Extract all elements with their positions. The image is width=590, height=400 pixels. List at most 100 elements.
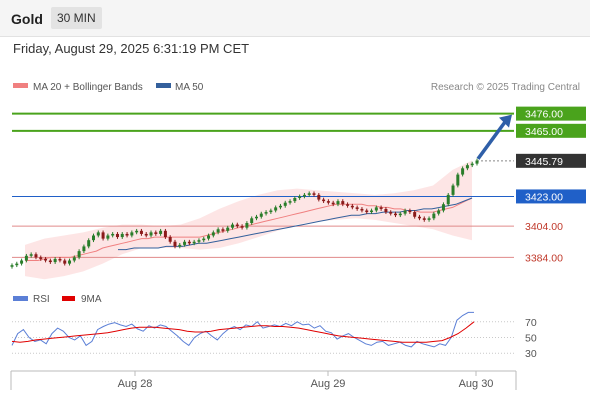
candle-body <box>187 241 191 244</box>
candle-body <box>139 230 143 234</box>
candle-body <box>68 260 72 264</box>
rsi-level-label: 70 <box>525 317 537 329</box>
candle-body <box>178 244 182 247</box>
level-label: 3404.00 <box>525 221 563 233</box>
candle-body <box>226 227 230 231</box>
candle-body <box>264 212 268 214</box>
candle-body <box>144 233 148 236</box>
candle-body <box>159 230 163 234</box>
ma50-legend-swatch <box>156 83 171 88</box>
ma20-legend-swatch <box>13 83 28 88</box>
ma50-legend-label: MA 50 <box>175 82 204 93</box>
candle-body <box>101 232 105 239</box>
candle-body <box>336 201 340 205</box>
timestamp: Friday, August 29, 2025 6:31:19 PM CET <box>13 41 250 56</box>
level-label: 3423.00 <box>525 191 563 203</box>
candle-body <box>154 232 158 234</box>
candle-body <box>125 233 129 236</box>
price-panel: 3476.00 3465.00 3445.79 3423.00 3404.00 3384.… <box>10 106 586 280</box>
bollinger-band <box>25 160 472 280</box>
candle-body <box>312 193 316 195</box>
candle-body <box>470 163 474 166</box>
candle-body <box>432 213 436 219</box>
candle-body <box>72 257 76 261</box>
candle-body <box>111 233 115 236</box>
ma20-legend-label: MA 20 + Bollinger Bands <box>33 82 143 93</box>
candle-body <box>63 260 67 264</box>
candle-body <box>394 213 398 216</box>
level-label-bg <box>516 106 586 121</box>
candle-body <box>34 254 38 258</box>
rsi-level-label: 30 <box>525 348 537 360</box>
candle-body <box>20 260 24 264</box>
candle-body <box>437 210 441 214</box>
chart-header: Gold 30 MIN <box>0 0 590 37</box>
level-label-bg <box>516 153 586 168</box>
candle-body <box>322 199 326 202</box>
candle-body <box>461 168 465 175</box>
candle-body <box>39 257 43 259</box>
candle-body <box>341 201 345 205</box>
x-tick-label: Aug 28 <box>118 378 153 390</box>
candle-body <box>259 213 263 217</box>
candle-body <box>317 194 321 200</box>
candle-body <box>389 212 393 214</box>
candle-body <box>53 258 57 263</box>
candle-body <box>350 205 354 208</box>
copyright-text: Research © 2025 Trading Central <box>431 82 580 93</box>
level-label: 3465.00 <box>525 126 563 138</box>
candle-body <box>451 185 455 195</box>
candle-body <box>192 241 196 244</box>
rsi-panel: RSI 9MA 70 50 30 <box>11 294 537 360</box>
candle-body <box>365 210 369 213</box>
candle-body <box>441 204 445 211</box>
candle-body <box>245 223 249 228</box>
candle-body <box>422 218 426 220</box>
candle-body <box>370 210 374 213</box>
candle-body <box>115 233 119 238</box>
symbol-title: Gold <box>11 11 43 27</box>
candle-body <box>173 241 177 247</box>
rsi-level-label: 50 <box>525 333 537 345</box>
rsi-legend-swatch <box>13 296 28 301</box>
candle-body <box>235 224 239 227</box>
candle-body <box>384 208 388 213</box>
candle-body <box>96 232 100 236</box>
candle-body <box>168 237 172 242</box>
x-tick-label: Aug 30 <box>459 378 494 390</box>
candle-body <box>15 263 19 266</box>
level-label: 3476.00 <box>525 109 563 121</box>
level-label: 3445.79 <box>525 156 563 168</box>
candle-body <box>379 207 383 209</box>
candle-body <box>106 235 110 239</box>
candle-body <box>216 229 220 233</box>
interval-button[interactable]: 30 MIN <box>51 7 102 29</box>
level-label-bg <box>516 123 586 138</box>
candle-body <box>24 255 28 261</box>
candle-body <box>456 174 460 186</box>
candle-body <box>29 254 33 256</box>
ma20-line <box>25 197 473 261</box>
candle-body <box>149 232 153 236</box>
ma50-line <box>118 197 473 251</box>
candle-body <box>269 210 273 213</box>
x-axis: Aug 28 Aug 29 Aug 30 <box>10 370 517 390</box>
candle-body <box>283 202 287 206</box>
candle-body <box>465 165 469 169</box>
candle-body <box>475 160 479 164</box>
rsi-ma-legend-swatch <box>62 296 75 301</box>
x-tick-label: Aug 29 <box>311 378 346 390</box>
candle-body <box>135 230 139 233</box>
candle-body <box>82 246 86 252</box>
candle-body <box>130 232 134 236</box>
candle-body <box>288 201 292 203</box>
candle-body <box>207 235 211 239</box>
candle-body <box>446 194 450 205</box>
price-legend: MA 20 + Bollinger Bands MA 50 Research ©… <box>13 82 580 93</box>
rsi-legend-label: RSI <box>33 294 50 305</box>
candle-body <box>408 210 412 213</box>
candle-body <box>413 212 417 217</box>
candle-body <box>298 196 302 198</box>
candle-body <box>398 213 402 216</box>
